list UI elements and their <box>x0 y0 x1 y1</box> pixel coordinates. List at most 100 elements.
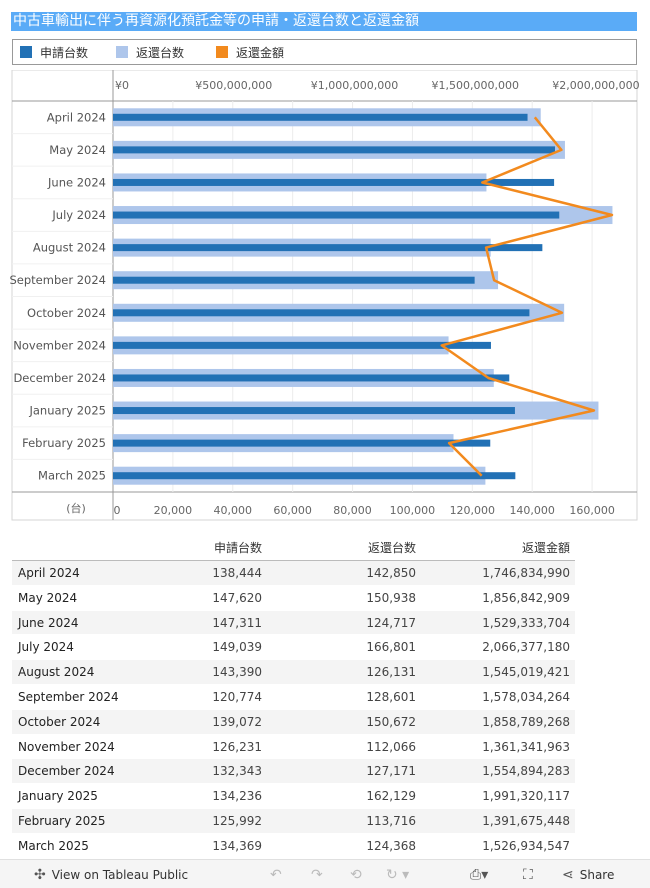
undo-icon: ↶ <box>270 867 282 883</box>
bottom-axis-tick-label: 80,000 <box>333 504 372 517</box>
bottom-axis-tick-label: 60,000 <box>273 504 312 517</box>
top-axis-tick-label: ¥500,000,000 <box>195 79 272 92</box>
bottom-axis-tick-label: 20,000 <box>154 504 193 517</box>
redo-icon: ↷ <box>311 867 323 883</box>
category-label: February 2025 <box>22 436 106 450</box>
legend-item-refund-amount[interactable]: 返還金額 <box>216 45 284 60</box>
top-axis-tick-label: ¥1,500,000,000 <box>431 79 518 92</box>
top-axis-tick-label: ¥0 <box>115 79 129 92</box>
row-month: January 2025 <box>18 789 98 804</box>
undo-button[interactable]: ↶ <box>270 867 282 883</box>
refresh-icon: ↻ ▾ <box>386 867 410 883</box>
row-month: November 2024 <box>18 739 115 754</box>
table-row: June 2024 147,311 124,717 1,529,333,704 <box>12 610 575 636</box>
table-row: December 2024 132,343 127,171 1,554,894,283 <box>12 759 575 785</box>
bar-applications <box>113 439 491 447</box>
revert-icon: ⟲ <box>350 867 362 883</box>
view-on-tableau-link[interactable]: ✣ View on Tableau Public <box>34 867 188 883</box>
row-value: 1,746,834,990 <box>482 566 570 580</box>
row-value: 1,858,789,268 <box>482 714 570 729</box>
row-value: 134,236 <box>212 789 262 804</box>
row-value: 143,390 <box>212 665 262 680</box>
legend-item-applications[interactable]: 申請台数 <box>20 45 89 60</box>
legend-swatch-refund-amount <box>216 46 228 58</box>
share-button[interactable]: ⋖ Share <box>562 867 614 883</box>
table-row: March 2025 134,369 124,368 1,526,934,547 <box>12 834 575 859</box>
bottom-axis-tick-label: 0 <box>114 504 121 517</box>
share-label: Share <box>579 868 615 882</box>
fullscreen-button[interactable]: ⛶ <box>523 867 533 883</box>
row-value: 166,801 <box>366 640 416 655</box>
table-row: August 2024 143,390 126,131 1,545,019,421 <box>12 660 575 685</box>
legend-label-applications: 申請台数 <box>40 45 89 60</box>
table-row: May 2024 147,620 150,938 1,856,842,909 <box>12 586 575 611</box>
download-button[interactable]: ⎙▾ <box>470 867 488 883</box>
row-value: 127,171 <box>366 764 416 779</box>
refresh-button[interactable]: ↻ ▾ <box>386 867 409 883</box>
category-label: October 2024 <box>27 306 106 320</box>
top-axis-tick-label: ¥2,000,000,000 <box>552 79 639 92</box>
header-returns: 返還台数 <box>367 541 416 555</box>
row-value: 125,992 <box>212 813 262 828</box>
row-month: July 2024 <box>18 640 74 655</box>
row-value: 126,231 <box>212 739 262 754</box>
row-value: 1,856,842,909 <box>482 590 570 605</box>
row-value: 124,368 <box>366 838 416 853</box>
row-month: June 2024 <box>18 615 79 630</box>
bottom-axis-unit-label: (台) <box>66 501 86 515</box>
category-label: May 2024 <box>49 143 106 157</box>
row-month: February 2025 <box>18 813 106 828</box>
bottom-axis-tick-label: 40,000 <box>214 504 253 517</box>
category-label: August 2024 <box>33 241 106 255</box>
row-value: 1,991,320,117 <box>482 789 570 804</box>
line-refund-amount <box>440 116 614 477</box>
row-month: September 2024 <box>18 689 119 704</box>
category-label: April 2024 <box>47 110 106 124</box>
view-on-tableau-label: View on Tableau Public <box>51 868 189 882</box>
row-value: 138,444 <box>212 566 262 580</box>
category-label: November 2024 <box>13 338 106 352</box>
table-row: November 2024 126,231 112,066 1,361,341,963 <box>12 735 575 760</box>
revert-button[interactable]: ⟲ <box>350 867 362 883</box>
row-value: 128,601 <box>366 689 416 704</box>
row-value: 1,545,019,421 <box>482 665 570 680</box>
bottom-axis-tick-label: 120,000 <box>450 504 496 517</box>
bar-applications <box>113 178 555 186</box>
row-value: 132,343 <box>212 764 262 779</box>
category-label: January 2025 <box>28 404 106 418</box>
tableau-logo-icon: ✣ <box>34 867 46 883</box>
category-label: July 2024 <box>51 208 106 222</box>
chart-frame <box>11 70 638 521</box>
bar-applications <box>113 113 528 121</box>
header-applications: 申請台数 <box>213 541 262 555</box>
row-value: 1,578,034,264 <box>482 689 570 704</box>
row-value: 1,554,894,283 <box>482 764 570 779</box>
row-value: 2,066,377,180 <box>482 640 570 655</box>
table-row: April 2024 138,444 142,850 1,746,834,990 <box>12 561 575 586</box>
table-body: April 2024 138,444 142,850 1,746,834,990 May… <box>12 561 575 859</box>
table-row: October 2024 139,072 150,672 1,858,789,268 <box>12 709 575 735</box>
bar-applications <box>113 472 516 480</box>
row-value: 113,716 <box>366 813 416 828</box>
legend-item-returns[interactable]: 返還台数 <box>116 45 184 60</box>
header-refund-amount: 返還金額 <box>521 541 570 555</box>
row-value: 120,774 <box>212 689 262 704</box>
row-month: March 2025 <box>18 838 89 853</box>
row-value: 150,672 <box>366 714 416 729</box>
row-value: 1,391,675,448 <box>482 813 570 828</box>
bar-applications <box>113 146 556 154</box>
table-header: 申請台数 返還台数 返還金額 <box>12 533 575 561</box>
row-value: 124,717 <box>366 615 416 630</box>
row-value: 147,620 <box>212 590 262 605</box>
bar-applications <box>113 407 515 415</box>
row-month: October 2024 <box>18 714 101 729</box>
chart-legend: 申請台数 返還台数 返還金額 <box>12 39 637 65</box>
row-value: 162,129 <box>366 789 416 804</box>
tableau-toolbar: ✣ View on Tableau Public ↶ ↷ ⟲ ↻ ▾ ⎙▾ ⛶ … <box>0 859 650 888</box>
row-value: 1,361,341,963 <box>482 739 570 754</box>
redo-button[interactable]: ↷ <box>311 867 323 883</box>
table-row: July 2024 149,039 166,801 2,066,377,180 <box>12 635 575 661</box>
dashboard-title: 中古車輸出に伴う再資源化預託金等の申請・返還台数と返還金額 <box>11 12 637 31</box>
top-axis-tick-label: ¥1,000,000,000 <box>311 79 398 92</box>
row-value: 112,066 <box>366 739 416 754</box>
